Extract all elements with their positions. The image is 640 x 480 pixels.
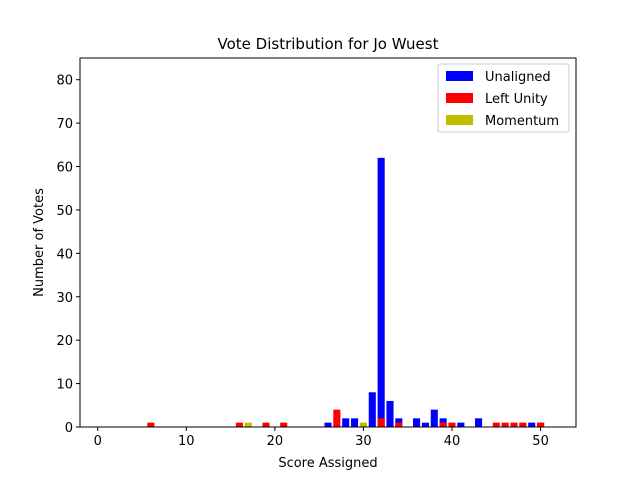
x-tick-label: 50 xyxy=(532,434,549,449)
bar-left-unity xyxy=(501,422,509,427)
bar-momentum xyxy=(359,422,367,427)
legend-label: Left Unity xyxy=(485,92,548,107)
plot-frame xyxy=(79,57,577,428)
y-tick-label: 70 xyxy=(56,117,73,132)
legend-swatch xyxy=(446,93,473,103)
legend-swatch xyxy=(446,115,473,125)
x-axis-ticks: 0 10 20 30 40 50 xyxy=(94,427,549,449)
y-tick-label: 30 xyxy=(56,291,73,306)
bar-left-unity xyxy=(280,422,288,427)
y-tick-label: 0 xyxy=(65,421,73,436)
legend: Unaligned Left Unity Momentum xyxy=(437,63,570,133)
x-tick-label: 0 xyxy=(94,434,102,449)
bar-unaligned xyxy=(413,418,421,427)
y-axis-label: Number of Votes xyxy=(32,188,47,297)
bar-unaligned xyxy=(457,422,465,427)
legend-swatch xyxy=(446,71,473,81)
bar-left-unity xyxy=(537,422,545,427)
bar-unaligned xyxy=(351,418,359,427)
legend-label: Unaligned xyxy=(485,70,551,85)
y-tick-label: 10 xyxy=(56,378,73,393)
chart-title: Vote Distribution for Jo Wuest xyxy=(218,35,439,53)
y-tick-label: 40 xyxy=(56,247,73,262)
x-axis-label: Score Assigned xyxy=(278,456,377,471)
bar-unaligned xyxy=(368,392,376,427)
y-tick-label: 60 xyxy=(56,161,73,176)
bar-unaligned xyxy=(386,400,394,427)
x-tick-label: 40 xyxy=(444,434,461,449)
bar-unaligned xyxy=(430,409,438,427)
bar-unaligned xyxy=(377,157,385,428)
bar-unaligned xyxy=(475,418,483,427)
bar-left-unity xyxy=(147,422,155,427)
y-axis-ticks: 0 10 20 30 40 50 60 70 80 xyxy=(56,74,80,436)
bar-unaligned xyxy=(342,418,350,427)
bar-left-unity xyxy=(395,422,403,427)
bar-left-unity xyxy=(439,422,447,427)
bar-unaligned xyxy=(324,422,332,427)
y-tick-label: 80 xyxy=(56,74,73,89)
bar-left-unity xyxy=(333,409,341,427)
legend-label: Momentum xyxy=(485,114,559,129)
y-tick-label: 50 xyxy=(56,204,73,219)
bar-left-unity xyxy=(519,422,527,427)
x-tick-label: 20 xyxy=(267,434,284,449)
bar-unaligned xyxy=(421,422,429,427)
x-tick-label: 10 xyxy=(178,434,195,449)
bar-left-unity xyxy=(492,422,500,427)
bar-unaligned xyxy=(528,422,536,427)
bar-momentum xyxy=(244,422,252,427)
x-tick-label: 30 xyxy=(355,434,372,449)
bar-left-unity xyxy=(377,418,385,427)
bar-left-unity xyxy=(262,422,270,427)
bar-left-unity xyxy=(235,422,243,427)
bars xyxy=(147,157,545,428)
y-tick-label: 20 xyxy=(56,334,73,349)
bar-left-unity xyxy=(448,422,456,427)
bar-left-unity xyxy=(510,422,518,427)
